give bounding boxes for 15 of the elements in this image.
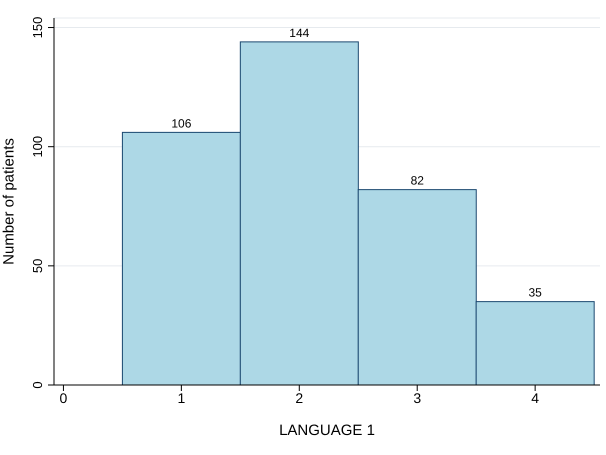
data-label: 82 (410, 174, 424, 188)
x-tick-label: 4 (531, 390, 540, 406)
y-axis-title: Number of patients (0, 138, 18, 265)
data-label: 106 (171, 116, 192, 130)
y-tick-label: 0 (30, 381, 45, 389)
x-axis-title: LANGUAGE 1 (279, 422, 375, 439)
x-tick-label: 2 (295, 390, 304, 406)
x-tick-label: 0 (60, 390, 68, 406)
y-tick-label: 50 (30, 258, 45, 274)
y-tick-label: 100 (30, 136, 45, 158)
y-tick-label: 150 (30, 16, 45, 38)
x-tick-label: 3 (413, 390, 422, 406)
data-label: 35 (528, 286, 542, 300)
data-label: 144 (289, 26, 310, 40)
x-tick-label: 1 (177, 390, 186, 406)
